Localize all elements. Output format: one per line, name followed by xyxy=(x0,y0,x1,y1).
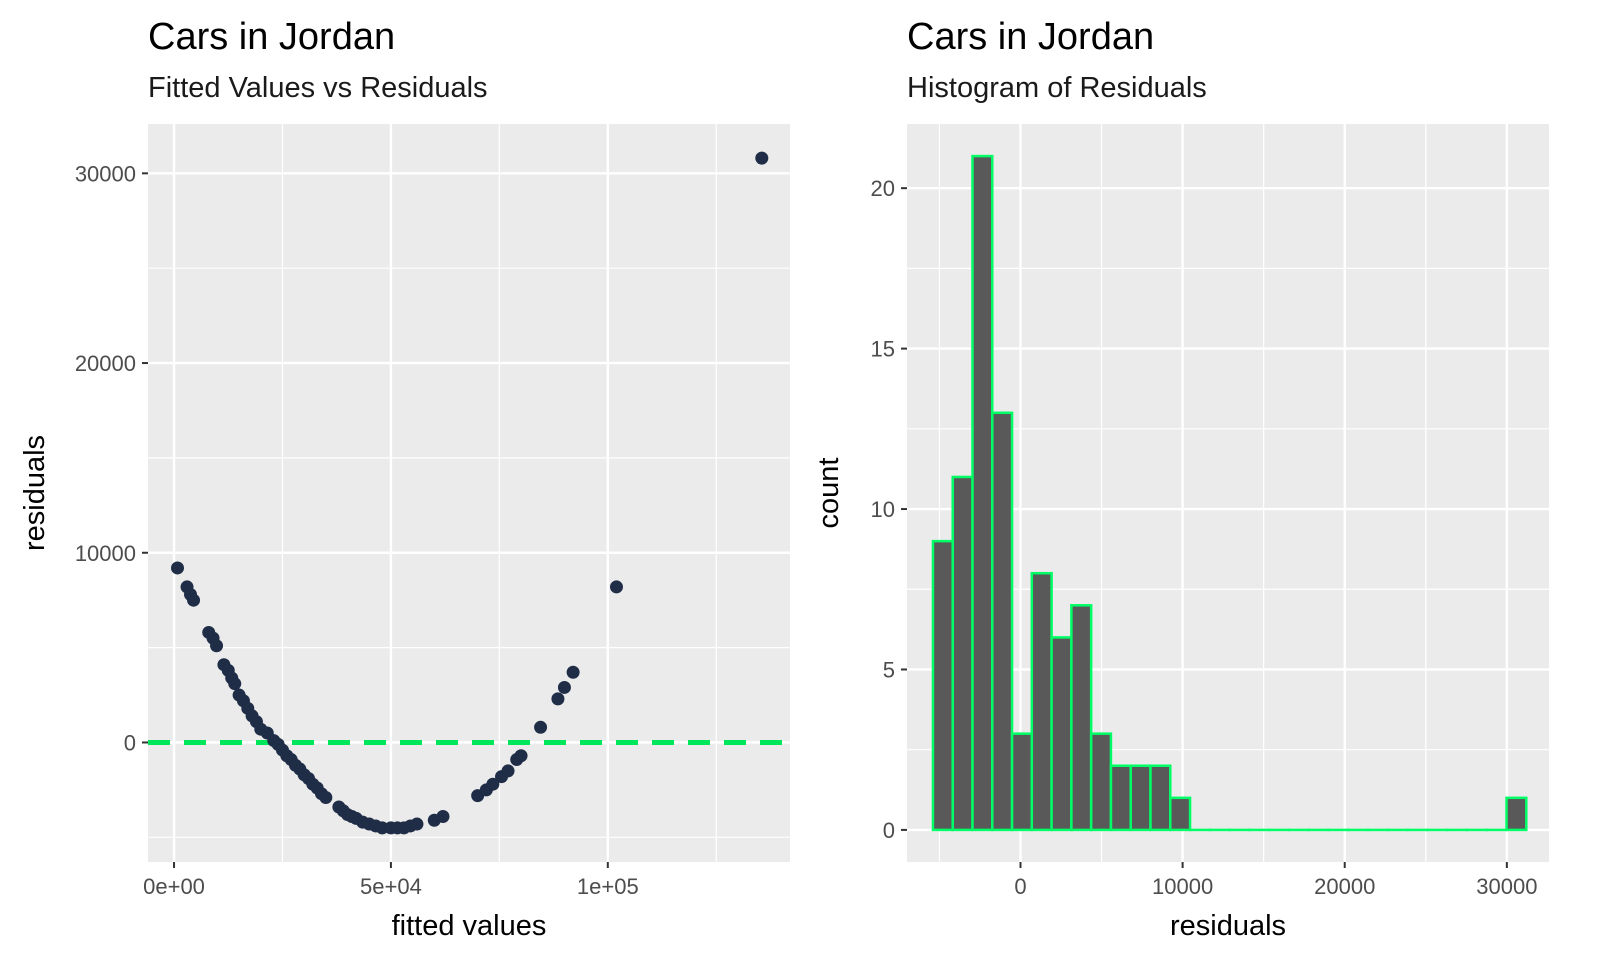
histogram-bar xyxy=(1129,764,1152,832)
histogram-bar xyxy=(931,539,954,832)
y-tick-label: 5 xyxy=(883,657,895,682)
x-axis-title: residuals xyxy=(1170,910,1286,942)
y-tick-label: 20 xyxy=(871,176,895,201)
y-axis-title: residuals xyxy=(19,435,51,551)
histogram-bar xyxy=(1010,732,1034,832)
histogram-bar xyxy=(1030,571,1053,832)
histogram-chart-panel: Cars in Jordan Histogram of Residuals 0 1… xyxy=(813,0,1600,980)
x-tick-label: 0e+00 xyxy=(143,874,205,899)
scatter-chart-panel: Cars in Jordan Fitted Values vs Residual… xyxy=(19,16,790,942)
scatter-point xyxy=(486,777,500,791)
y-tick-label: 30000 xyxy=(75,161,136,186)
scatter-point xyxy=(319,790,333,804)
x-tick-label: 5e+04 xyxy=(360,874,422,899)
scatter-point xyxy=(501,764,515,778)
y-tick-label: 10000 xyxy=(75,541,136,566)
histogram-bar xyxy=(1149,764,1172,832)
x-tick-label: 10000 xyxy=(1152,874,1213,899)
x-tick-label: 20000 xyxy=(1314,874,1375,899)
scatter-point xyxy=(755,151,769,165)
y-tick-label: 20000 xyxy=(75,351,136,376)
chart-title: Cars in Jordan xyxy=(907,16,1155,58)
scatter-plot: 0e+00 5e+04 1e+05 0 10000 20000 30000 fitted va… xyxy=(19,124,790,942)
plot-background xyxy=(148,124,790,862)
histogram-bar xyxy=(951,475,974,832)
histogram-bar xyxy=(971,154,994,832)
histogram-bar xyxy=(1169,796,1192,832)
histogram-bar xyxy=(1505,796,1528,832)
histogram-bar xyxy=(1070,604,1093,832)
chart-title: Cars in Jordan xyxy=(148,16,396,58)
scatter-point xyxy=(187,593,201,607)
histogram-bar xyxy=(1050,636,1073,832)
x-tick-label: 30000 xyxy=(1476,874,1537,899)
scatter-point xyxy=(436,809,450,823)
scatter-point xyxy=(514,749,528,763)
y-tick-label: 0 xyxy=(124,730,136,755)
y-tick-label: 0 xyxy=(883,818,895,843)
histogram-plot: 0 10000 20000 30000 0 5 10 15 20 residuals count xyxy=(813,124,1549,942)
y-axis-title: count xyxy=(813,458,845,529)
histogram-bar xyxy=(1109,764,1132,832)
x-axis-title: fitted values xyxy=(392,910,547,942)
scatter-point xyxy=(170,561,184,575)
scatter-point xyxy=(609,580,623,594)
x-tick-label: 1e+05 xyxy=(577,874,639,899)
y-tick-label: 10 xyxy=(871,497,895,522)
scatter-point xyxy=(557,680,571,694)
histogram-bar xyxy=(991,411,1014,832)
x-tick-label: 0 xyxy=(1014,874,1026,899)
y-tick-label: 15 xyxy=(871,337,895,362)
scatter-point xyxy=(566,665,580,679)
scatter-point xyxy=(210,639,224,653)
histogram-bar xyxy=(1089,732,1113,832)
chart-subtitle: Histogram of Residuals xyxy=(907,72,1207,104)
chart-subtitle: Fitted Values vs Residuals xyxy=(148,72,488,104)
scatter-point xyxy=(410,817,424,831)
scatter-point xyxy=(228,677,242,691)
scatter-point xyxy=(534,720,548,734)
scatter-point xyxy=(551,692,565,706)
